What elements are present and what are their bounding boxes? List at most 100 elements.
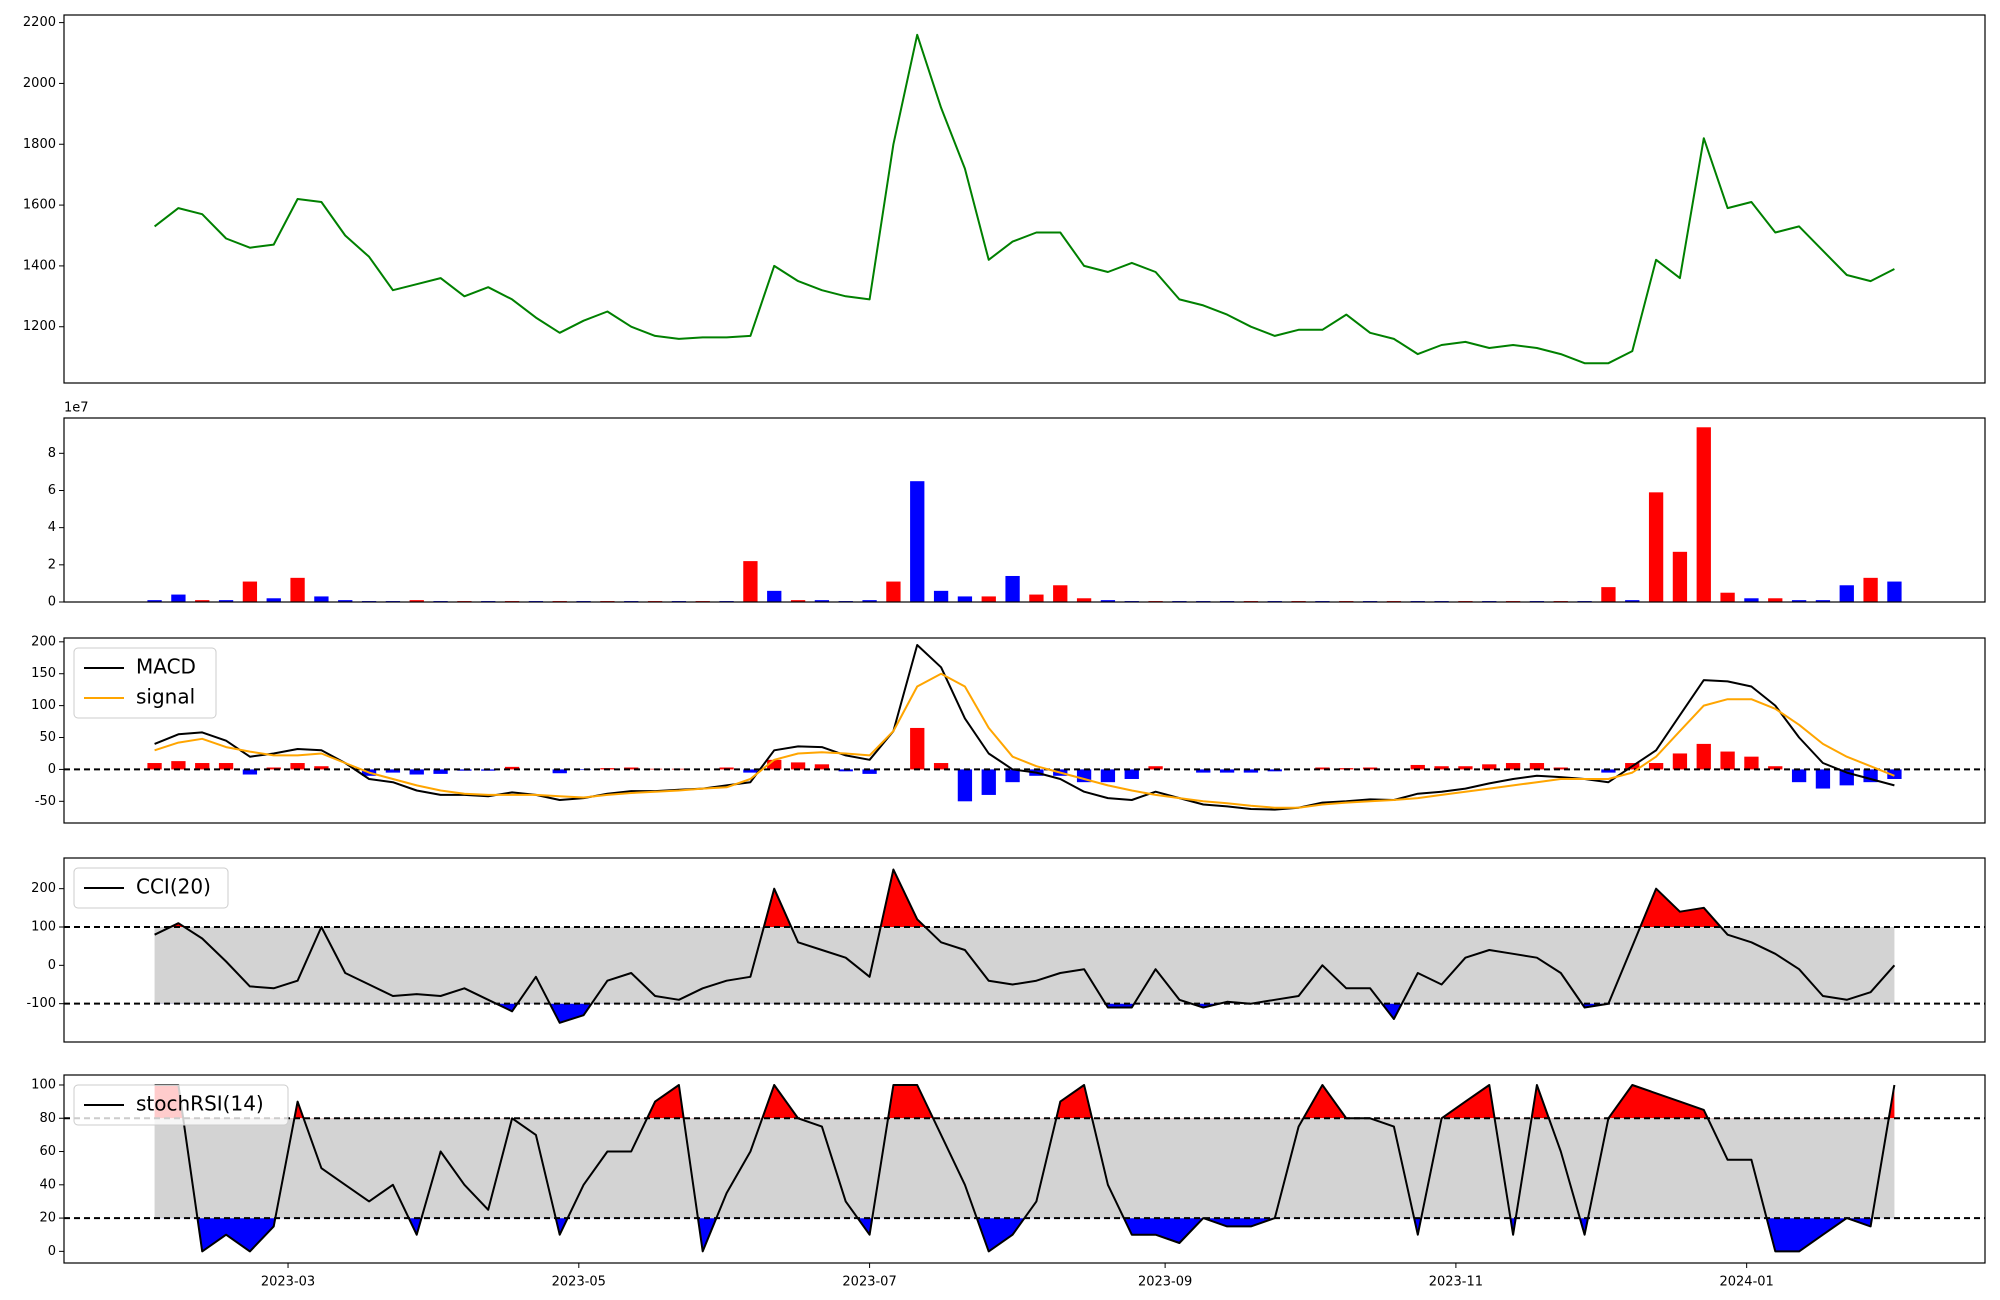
y-tick-label: 80 xyxy=(39,1111,56,1126)
x-tick-label: 2023-05 xyxy=(552,1275,606,1290)
volume-bar xyxy=(1887,581,1902,602)
volume-bar xyxy=(1053,585,1068,602)
legend-label: stochRSI(14) xyxy=(136,1092,264,1116)
legend-box xyxy=(73,867,229,909)
above-fill-group xyxy=(154,1085,1895,1119)
above-fill xyxy=(154,1085,1895,1119)
volume-bar xyxy=(910,481,925,602)
panel-frame xyxy=(63,637,1986,824)
histogram-bar xyxy=(576,769,591,771)
volume-bar xyxy=(1005,575,1020,602)
volume-bar xyxy=(1100,600,1116,602)
panel-plot xyxy=(153,33,1895,365)
histogram-bar xyxy=(1100,769,1116,783)
panel-plot xyxy=(147,427,1902,602)
histogram-bar xyxy=(1744,756,1759,770)
volume-bar xyxy=(862,600,877,602)
volume-bar xyxy=(743,561,758,602)
panel-frame xyxy=(63,14,1986,384)
histogram-bar xyxy=(409,769,424,775)
y-tick-label: 2 xyxy=(48,557,56,572)
volume-bar xyxy=(1839,585,1854,602)
volume-bar xyxy=(886,581,901,602)
y-tick-label: 1400 xyxy=(23,258,56,273)
x-tick-label: 2023-11 xyxy=(1429,1275,1483,1290)
band xyxy=(154,1118,1895,1219)
volume-bar xyxy=(1648,492,1664,602)
histogram-bar xyxy=(624,767,639,770)
line-series xyxy=(154,1084,1896,1253)
legend-label: signal xyxy=(136,685,195,709)
histogram-bar xyxy=(1196,769,1211,773)
histogram-bar xyxy=(1458,766,1473,770)
histogram-bar xyxy=(290,763,305,770)
histogram-bar xyxy=(1553,767,1568,770)
y-tick-label: 50 xyxy=(39,730,56,745)
y-tick-label: 150 xyxy=(31,666,56,681)
histogram-bar xyxy=(743,769,758,773)
panel-frame xyxy=(63,417,1986,603)
volume-bar xyxy=(242,581,258,602)
histogram-bar xyxy=(767,759,782,770)
volume-bar xyxy=(1815,600,1831,602)
line-series xyxy=(154,868,1896,1024)
y-tick-label: 60 xyxy=(39,1144,56,1159)
y-tick-label: 6 xyxy=(48,483,56,498)
volume-bar xyxy=(218,600,234,602)
y-tick-label: 1800 xyxy=(23,137,56,152)
histogram-bar xyxy=(171,761,186,770)
histogram-bar xyxy=(1219,769,1235,773)
volume-bar xyxy=(767,590,782,602)
y-tick-label: 20 xyxy=(39,1211,56,1226)
line-series xyxy=(154,672,1895,809)
panel-plot xyxy=(64,868,1985,1024)
y-tick-label: 0 xyxy=(48,762,56,777)
histogram-bar xyxy=(981,769,996,795)
y-tick-label: 200 xyxy=(31,881,56,896)
band xyxy=(154,927,1895,1004)
y-tick-label: 4 xyxy=(48,520,56,535)
histogram-bar xyxy=(1529,763,1545,770)
x-tick-label: 2023-07 xyxy=(842,1275,896,1290)
volume-bar xyxy=(1625,600,1640,602)
volume-bar xyxy=(314,596,329,602)
histogram-bar xyxy=(790,762,806,770)
histogram-bar xyxy=(1005,769,1020,783)
histogram-bar xyxy=(1768,766,1783,770)
histogram-bar xyxy=(1648,763,1664,770)
volume-bar xyxy=(957,596,973,602)
volume-bar xyxy=(1863,577,1878,602)
panel-plot xyxy=(64,644,1985,811)
histogram-bar xyxy=(1505,763,1521,770)
histogram-bar xyxy=(1672,753,1688,770)
histogram-bar xyxy=(433,769,448,774)
histogram-bar xyxy=(195,763,210,770)
volume-bar xyxy=(814,600,830,602)
histogram-bar xyxy=(504,766,520,770)
histogram-bar xyxy=(1720,751,1735,770)
histogram-bar xyxy=(314,766,329,770)
volume-bar xyxy=(981,596,996,602)
legend-label: MACD xyxy=(136,655,196,679)
histogram-bar xyxy=(1315,767,1330,770)
legend-box xyxy=(73,647,217,719)
volume-bar xyxy=(933,590,949,602)
panel-plot xyxy=(64,1084,1985,1253)
panel-frame xyxy=(63,1074,1986,1264)
histogram-bar xyxy=(862,769,877,774)
volume-bar xyxy=(290,577,305,602)
line-series xyxy=(153,33,1895,365)
histogram-bar xyxy=(1148,766,1163,770)
volume-bar xyxy=(790,600,806,602)
y-tick-label: 0 xyxy=(48,1244,56,1259)
histogram-bar xyxy=(1482,764,1497,770)
x-tick-label: 2023-03 xyxy=(261,1275,315,1290)
line-series xyxy=(154,644,1895,811)
histogram-bar xyxy=(1791,769,1807,783)
histogram-bar xyxy=(242,769,258,775)
y-tick-label: 100 xyxy=(31,1077,56,1092)
histogram-bar xyxy=(218,763,234,770)
y-tick-label: 100 xyxy=(31,698,56,713)
histogram-bar xyxy=(1601,769,1616,773)
y-tick-label: 100 xyxy=(31,920,56,935)
